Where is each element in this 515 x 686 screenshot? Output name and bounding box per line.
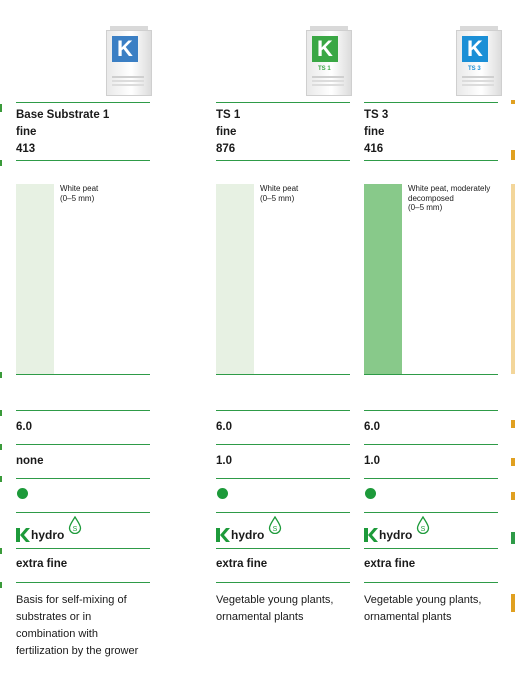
svg-text:S: S [73,526,78,533]
product-structure: fine [364,126,385,138]
hydro-logo: hydro S [16,516,106,546]
right-page-edge [511,0,515,686]
peat-bar [364,184,402,374]
k-logo-icon: K [462,36,488,62]
product-bag-image: K [106,26,152,98]
product-description: Vegetable young plants, ornamental plant… [364,594,482,623]
product-bag-image: K TS 3 [456,26,502,98]
peat-composition: White peat (0–5 mm) [216,184,350,374]
left-page-edge [0,0,2,686]
grade-value: extra fine [216,558,268,570]
fertilizer-value: none [16,455,44,467]
water-drop-icon: S [268,516,282,534]
product-description: Vegetable young plants, ornamental plant… [216,594,334,623]
product-code: 413 [16,143,36,155]
hydro-logo: hydro S [364,516,454,546]
hydro-label: hydro [31,528,65,542]
fertilizer-value: 1.0 [216,455,232,467]
product-description: Basis for self-mixing of substrates or i… [16,594,139,657]
peat-bar [216,184,254,374]
grade-value: extra fine [364,558,416,570]
product-code: 876 [216,143,236,155]
peat-bar [16,184,54,374]
k-icon [364,528,378,542]
product-structure: fine [16,126,37,138]
hydro-label: hydro [231,528,265,542]
peat-label: White peat, moderately decomposed (0–5 m… [408,184,491,212]
peat-composition: White peat, moderately decomposed (0–5 m… [364,184,498,374]
product-name: Base Substrate 1 [16,109,110,121]
peat-label: White peat (0–5 mm) [260,184,299,203]
bag-tag: TS 1 [318,66,331,72]
product-code: 416 [364,143,384,155]
bag-tag [118,66,140,72]
svg-text:S: S [421,526,426,533]
k-icon [216,528,230,542]
product-column-base-substrate: K Base Substrate 1 fine 413 White peat (… [16,0,152,686]
product-bag-image: K TS 1 [306,26,352,98]
grade-value: extra fine [16,558,68,570]
svg-text:S: S [273,526,278,533]
peat-label: White peat (0–5 mm) [60,184,99,203]
fertilizer-value: 1.0 [364,455,380,467]
included-dot-icon [217,488,228,499]
product-column-ts3: K TS 3 TS 3 fine 416 White peat, moderat… [364,0,502,686]
ph-value: 6.0 [216,421,232,433]
bag-tag: TS 3 [468,66,481,72]
ph-value: 6.0 [16,421,32,433]
hydro-label: hydro [379,528,413,542]
k-icon [16,528,30,542]
product-name: TS 1 [216,109,241,121]
ph-value: 6.0 [364,421,380,433]
peat-composition: White peat (0–5 mm) [16,184,150,374]
water-drop-icon: S [416,516,430,534]
hydro-logo: hydro S [216,516,306,546]
included-dot-icon [365,488,376,499]
k-logo-icon: K [112,36,138,62]
water-drop-icon: S [68,516,82,534]
product-name: TS 3 [364,109,389,121]
product-column-ts1: K TS 1 TS 1 fine 876 White peat (0–5 mm)… [216,0,352,686]
product-structure: fine [216,126,237,138]
k-logo-icon: K [312,36,338,62]
included-dot-icon [17,488,28,499]
